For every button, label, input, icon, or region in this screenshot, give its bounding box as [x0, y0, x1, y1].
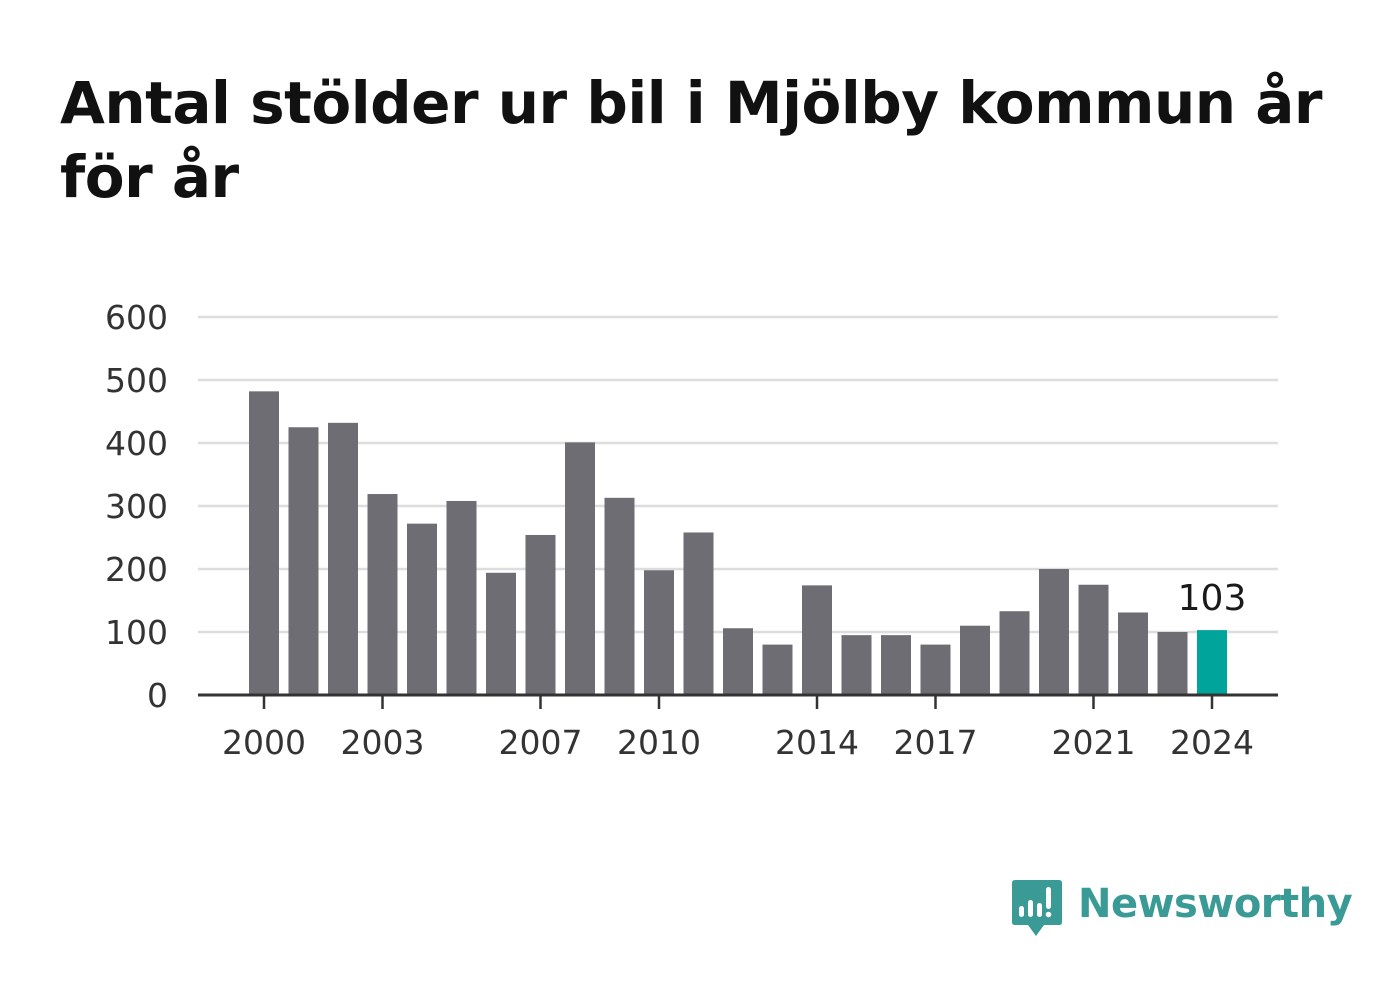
bar: [1118, 612, 1148, 695]
bars: [249, 391, 1227, 695]
bar: [802, 585, 832, 695]
x-tick-label: 2014: [775, 723, 859, 762]
bar: [604, 497, 635, 695]
bar: [881, 635, 911, 695]
y-tick-label: 500: [105, 361, 168, 400]
newsworthy-logo-icon: [1012, 880, 1062, 936]
bar: [525, 534, 556, 695]
bar: [762, 644, 793, 695]
bar: [367, 494, 398, 695]
y-tick-label: 200: [105, 550, 168, 589]
bar: [1197, 630, 1227, 695]
bar: [1039, 569, 1069, 695]
y-tick-label: 400: [105, 424, 168, 463]
y-tick-label: 300: [105, 487, 168, 526]
gridlines: [198, 315, 1278, 634]
y-tick-label: 600: [105, 298, 168, 337]
bar: [486, 572, 516, 695]
chart-title: Antal stölder ur bil i Mjölby kommun år …: [60, 69, 1322, 211]
bar: [644, 570, 674, 695]
x-tick-label: 2003: [341, 723, 425, 762]
x-tick-label: 2021: [1052, 723, 1136, 762]
data-label: 103: [1178, 578, 1247, 619]
x-tick-label: 2024: [1170, 723, 1254, 762]
x-tick-label: 2000: [222, 723, 306, 762]
bar: [1157, 632, 1188, 695]
bar: [249, 391, 279, 695]
y-axis-tick-labels: 0 100 200 300 400 500 600: [105, 298, 168, 715]
brand-logo: Newsworthy: [1010, 878, 1353, 942]
brand-name: Newsworthy: [1078, 881, 1353, 927]
bar: [565, 442, 595, 695]
bar: [999, 611, 1030, 695]
x-tick-label: 2017: [894, 723, 978, 762]
bar: [288, 427, 319, 695]
bar: [920, 644, 951, 695]
x-tick-label: 2010: [617, 723, 701, 762]
bar: [1078, 584, 1109, 695]
bar: [446, 500, 477, 695]
bar: [328, 422, 358, 695]
bar: [723, 628, 753, 695]
bar: [960, 625, 990, 695]
x-axis-ticks: 2000 2003 2007 2010 2014 2017 2021 2024: [222, 695, 1254, 762]
y-tick-label: 0: [147, 676, 168, 715]
bar: [407, 523, 437, 695]
y-tick-label: 100: [105, 613, 168, 652]
data-labels: 103: [1178, 578, 1247, 619]
bar: [841, 635, 872, 695]
bar: [683, 532, 714, 695]
x-tick-label: 2007: [499, 723, 583, 762]
